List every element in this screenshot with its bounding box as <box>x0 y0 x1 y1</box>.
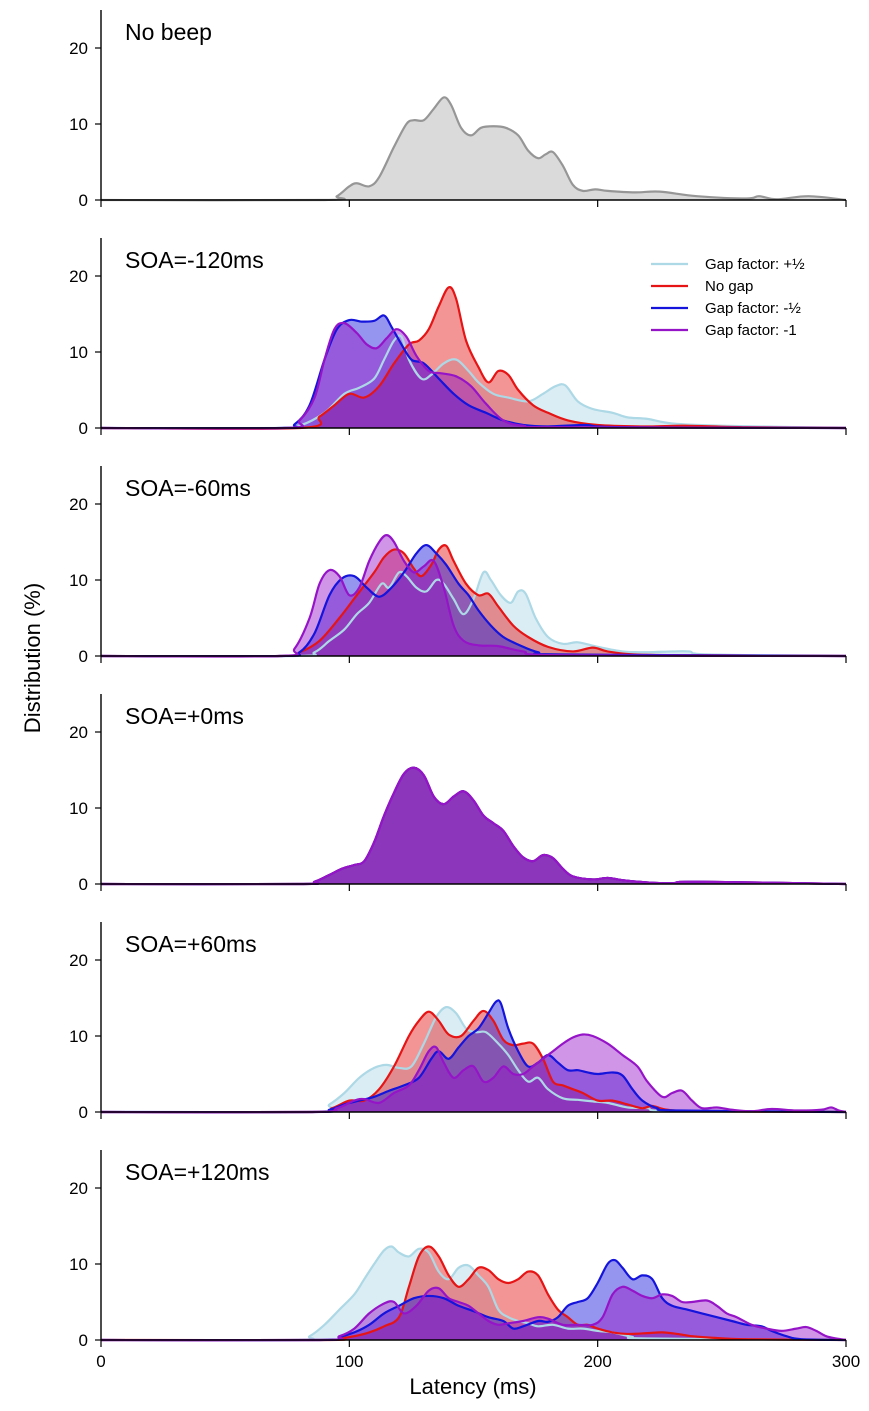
series-area-gap-factor- <box>101 767 846 885</box>
panel-3-axes: 0 10 20 <box>69 466 847 666</box>
series-area-gap-factor-1 <box>101 767 846 885</box>
legend-label: Gap factor: -1 <box>705 322 797 339</box>
series-area-gap-factor- <box>101 1000 846 1113</box>
x-tick-label: 0 <box>96 1352 105 1371</box>
series-area-no-gap <box>101 1010 846 1113</box>
series-area-gap-factor- <box>101 767 846 885</box>
y-tick-label: 0 <box>79 1103 88 1122</box>
x-tick-label: 100 <box>335 1352 363 1371</box>
y-tick-label: 0 <box>79 1331 88 1350</box>
series-line-gap-factor-1 <box>100 1285 847 1342</box>
series-area-gap-factor- <box>101 1259 846 1341</box>
y-tick-label: 10 <box>69 1255 88 1274</box>
series-area-no-beep <box>101 97 846 201</box>
panel-title: SOA=-120ms <box>125 247 264 273</box>
panel-2-series <box>100 286 847 430</box>
y-tick-label: 10 <box>69 1027 88 1046</box>
panel-1: 0 10 20 No beep <box>69 10 847 210</box>
series-area-gap-factor-1 <box>101 1286 846 1341</box>
series-line-gap-factor-1 <box>100 534 847 658</box>
panel-4: 0 10 20 SOA=+0ms <box>69 694 847 894</box>
series-area-gap-factor- <box>101 1007 846 1113</box>
series-line-no-gap <box>100 1245 847 1342</box>
panel-3: 0 10 20 SOA=-60ms <box>69 466 847 666</box>
x-tick-label: 300 <box>832 1352 860 1371</box>
series-line-no-gap <box>100 286 847 430</box>
y-tick-label: 0 <box>79 419 88 438</box>
legend-label: Gap factor: -½ <box>705 300 801 317</box>
panel-title: SOA=+0ms <box>125 703 244 729</box>
panel-1-series <box>100 96 847 202</box>
legend-label: Gap factor: +½ <box>705 256 805 273</box>
x-tick-label: 200 <box>583 1352 611 1371</box>
panel-5: 0 10 20 SOA=+60ms <box>69 922 847 1122</box>
x-axis-title: Latency (ms) <box>409 1374 536 1399</box>
y-axis-title: Distribution (%) <box>20 583 45 733</box>
series-line-no-gap <box>100 1009 847 1114</box>
legend: Gap factor: +½ No gap Gap factor: -½ Gap fa… <box>651 256 805 339</box>
panel-title: SOA=+60ms <box>125 931 257 957</box>
series-area-no-gap <box>101 767 846 885</box>
series-area-gap-factor-1 <box>101 1034 846 1113</box>
panel-title: SOA=-60ms <box>125 475 251 501</box>
series-area-gap-factor- <box>101 335 846 429</box>
y-tick-label: 20 <box>69 951 88 970</box>
panel-2-axes: 0 10 20 <box>69 238 847 438</box>
legend-label: No gap <box>705 278 753 295</box>
y-tick-label: 20 <box>69 723 88 742</box>
y-tick-label: 20 <box>69 1179 88 1198</box>
y-tick-label: 10 <box>69 115 88 134</box>
series-line-gap-factor-1 <box>100 766 847 886</box>
y-tick-label: 10 <box>69 571 88 590</box>
series-area-gap-factor- <box>101 545 846 657</box>
panel-1-axes: 0 10 20 <box>69 10 847 210</box>
panel-5-series <box>100 999 847 1114</box>
series-line-no-gap <box>100 544 847 658</box>
series-line-no-beep <box>100 96 847 202</box>
panel-6-series <box>100 1245 847 1342</box>
series-line-gap-factor- <box>100 543 847 658</box>
series-line-gap-factor- <box>100 1258 847 1342</box>
panel-4-axes: 0 10 20 <box>69 694 847 894</box>
series-line-gap-factor- <box>100 570 847 658</box>
series-line-gap-factor- <box>100 1245 847 1342</box>
series-area-gap-factor- <box>101 1246 846 1341</box>
y-tick-label: 0 <box>79 875 88 894</box>
series-line-gap-factor-1 <box>100 1033 847 1114</box>
y-tick-label: 20 <box>69 267 88 286</box>
series-line-gap-factor- <box>100 999 847 1114</box>
panel-5-axes: 0 10 20 <box>69 922 847 1122</box>
y-tick-label: 20 <box>69 39 88 58</box>
y-tick-label: 0 <box>79 191 88 210</box>
y-tick-label: 10 <box>69 799 88 818</box>
y-tick-label: 10 <box>69 343 88 362</box>
panel-3-series <box>100 534 847 658</box>
series-line-gap-factor- <box>100 334 847 430</box>
panel-4-series <box>100 766 847 886</box>
series-area-no-gap <box>101 1246 846 1341</box>
panel-title: No beep <box>125 19 212 45</box>
series-area-gap-factor- <box>101 571 846 657</box>
series-line-gap-factor-1 <box>100 321 847 430</box>
y-tick-label: 20 <box>69 495 88 514</box>
panel-title: SOA=+120ms <box>125 1159 269 1185</box>
y-tick-label: 0 <box>79 647 88 666</box>
